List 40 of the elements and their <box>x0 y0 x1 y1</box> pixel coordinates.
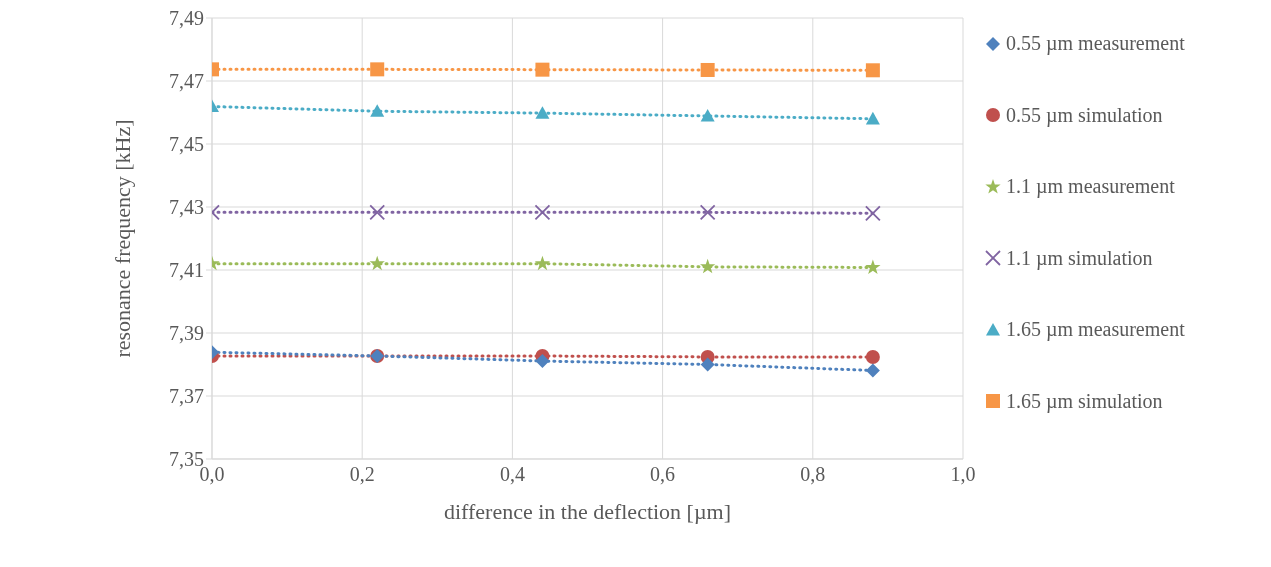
point <box>370 62 385 77</box>
point <box>534 255 551 271</box>
point <box>535 62 550 77</box>
x-tick-label: 0,2 <box>349 463 375 486</box>
point <box>535 106 550 119</box>
point <box>700 258 716 274</box>
point <box>699 204 716 221</box>
x-tick-label: 1,0 <box>950 463 976 486</box>
point <box>865 363 880 378</box>
point <box>865 259 881 274</box>
legend-label: 1.1 µm simulation <box>1006 246 1153 270</box>
y-tick-label: 7,49 <box>169 7 204 30</box>
x-axis-title: difference in the deflection [µm] <box>443 499 732 524</box>
legend-label: 1.1 µm measurement <box>1006 175 1175 199</box>
legend-label: 0.55 µm simulation <box>1006 103 1163 127</box>
y-tick-label: 7,47 <box>169 70 204 93</box>
y-tick-label: 7,45 <box>169 133 204 156</box>
x-tick-label: 0,4 <box>499 463 525 486</box>
point <box>535 354 550 369</box>
point <box>700 357 715 372</box>
y-tick-label: 7,39 <box>169 322 204 345</box>
point <box>700 108 715 122</box>
x-tick-label: 0,8 <box>800 463 826 486</box>
point <box>865 63 880 78</box>
y-tick-label: 7,41 <box>169 259 204 282</box>
y-tick-label: 7,43 <box>169 196 204 219</box>
legend-label: 0.55 µm measurement <box>1006 32 1185 56</box>
y-tick-label: 7,37 <box>169 385 204 408</box>
y-axis-title: resonance frequency [kHz] <box>109 119 135 358</box>
point <box>865 349 880 364</box>
point <box>370 104 385 117</box>
legend-label: 1.65 µm simulation <box>1006 389 1163 413</box>
legend-label: 1.65 µm measurement <box>1006 318 1185 342</box>
point <box>865 111 880 125</box>
point <box>369 204 386 221</box>
point <box>369 255 385 271</box>
point <box>864 205 881 222</box>
x-tick-label: 0,6 <box>650 463 676 486</box>
point <box>534 204 551 221</box>
point <box>700 62 715 77</box>
